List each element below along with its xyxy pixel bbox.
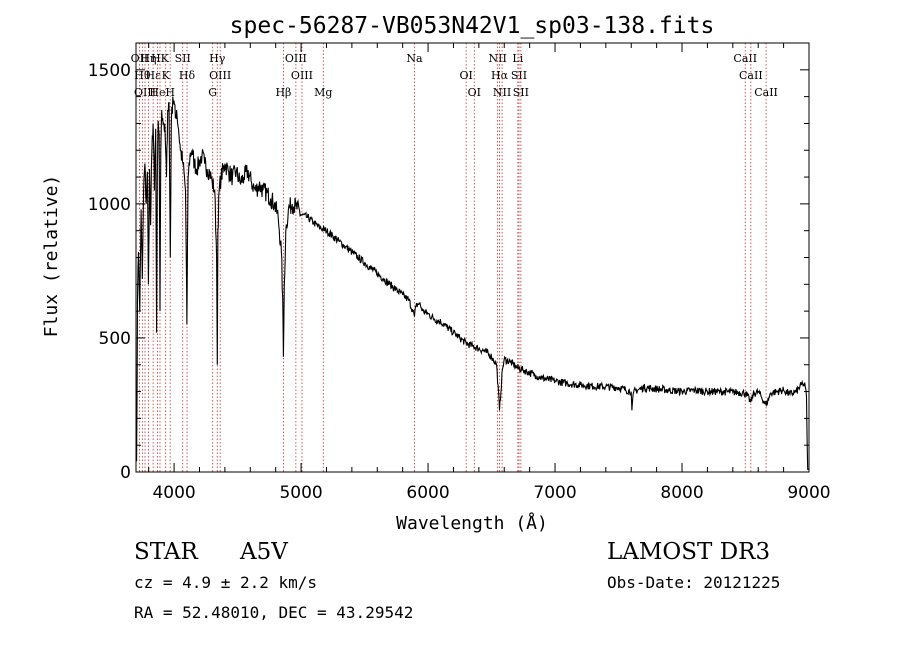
line-marker-label: Hγ <box>209 52 226 65</box>
line-marker-label: OIII <box>291 69 313 82</box>
ra-dec: RA = 52.48010, DEC = 43.29542 <box>134 603 414 622</box>
y-tick-label: 1000 <box>88 195 131 215</box>
line-marker-label: NII <box>493 86 511 99</box>
x-tick-label: 8000 <box>660 483 703 503</box>
spectrum-line <box>135 96 809 470</box>
line-marker-label: Li <box>512 52 523 65</box>
y-axis-label: Flux (relative) <box>41 175 62 338</box>
line-marker-label: G <box>208 86 217 99</box>
line-marker-label: CaII <box>733 52 757 65</box>
y-tick-label: 0 <box>120 463 131 483</box>
line-marker-label: SII <box>175 52 191 65</box>
line-marker-label: NII <box>488 52 506 65</box>
line-marker-label: Mg <box>314 86 332 99</box>
line-marker-label: OIII <box>285 52 307 65</box>
line-marker-label: OIII <box>209 69 231 82</box>
x-tick-label: 5000 <box>279 483 322 503</box>
line-marker-label: OII <box>131 52 149 65</box>
line-marker-label: Hε <box>145 69 161 82</box>
line-marker-label: Hδ <box>179 69 196 82</box>
line-marker-label: OIII <box>134 86 156 99</box>
x-axis-label: Wavelength (Å) <box>396 512 548 534</box>
axis-ticks: 4000 5000 6000 7000 8000 9000 0 500 1000 1500 <box>88 43 831 503</box>
line-marker-label: OI <box>468 86 481 99</box>
x-tick-label: 9000 <box>787 483 830 503</box>
object-subclass: A5V <box>240 539 288 565</box>
x-tick-label: 4000 <box>152 483 195 503</box>
y-tick-label: 1500 <box>88 61 131 81</box>
survey-name: LAMOST DR3 <box>607 539 771 565</box>
line-marker-label: OI <box>459 69 472 82</box>
line-marker-label: SII <box>513 86 529 99</box>
line-marker-label: CaII <box>754 86 778 99</box>
object-class: STAR <box>134 539 198 565</box>
x-tick-label: 6000 <box>406 483 449 503</box>
line-marker-label: Hθ <box>134 69 151 82</box>
line-marker-label: Hα <box>491 69 509 82</box>
line-markers: OIIHθOIIIHηHεHeHKKHSIIHδGHγOIIIHβOIIIOII… <box>131 43 778 472</box>
line-marker-label: SII <box>511 69 527 82</box>
line-marker-label: CaII <box>739 69 763 82</box>
line-marker-label: K <box>162 69 171 82</box>
redshift-cz: cz = 4.9 ± 2.2 km/s <box>134 573 318 592</box>
line-marker-label: H <box>165 86 175 99</box>
plot-frame <box>135 42 810 473</box>
line-marker-label: Na <box>406 52 423 65</box>
line-marker-label: He <box>149 86 165 99</box>
line-marker-label: Hη <box>140 52 156 65</box>
y-tick-label: 500 <box>99 329 131 349</box>
chart-title: spec-56287-VB053N42V1_sp03-138.fits <box>230 13 715 39</box>
line-marker-label: Hβ <box>275 86 291 99</box>
observation-date: Obs-Date: 20121225 <box>607 573 781 592</box>
line-marker-label: HK <box>151 52 170 65</box>
x-tick-label: 7000 <box>533 483 576 503</box>
